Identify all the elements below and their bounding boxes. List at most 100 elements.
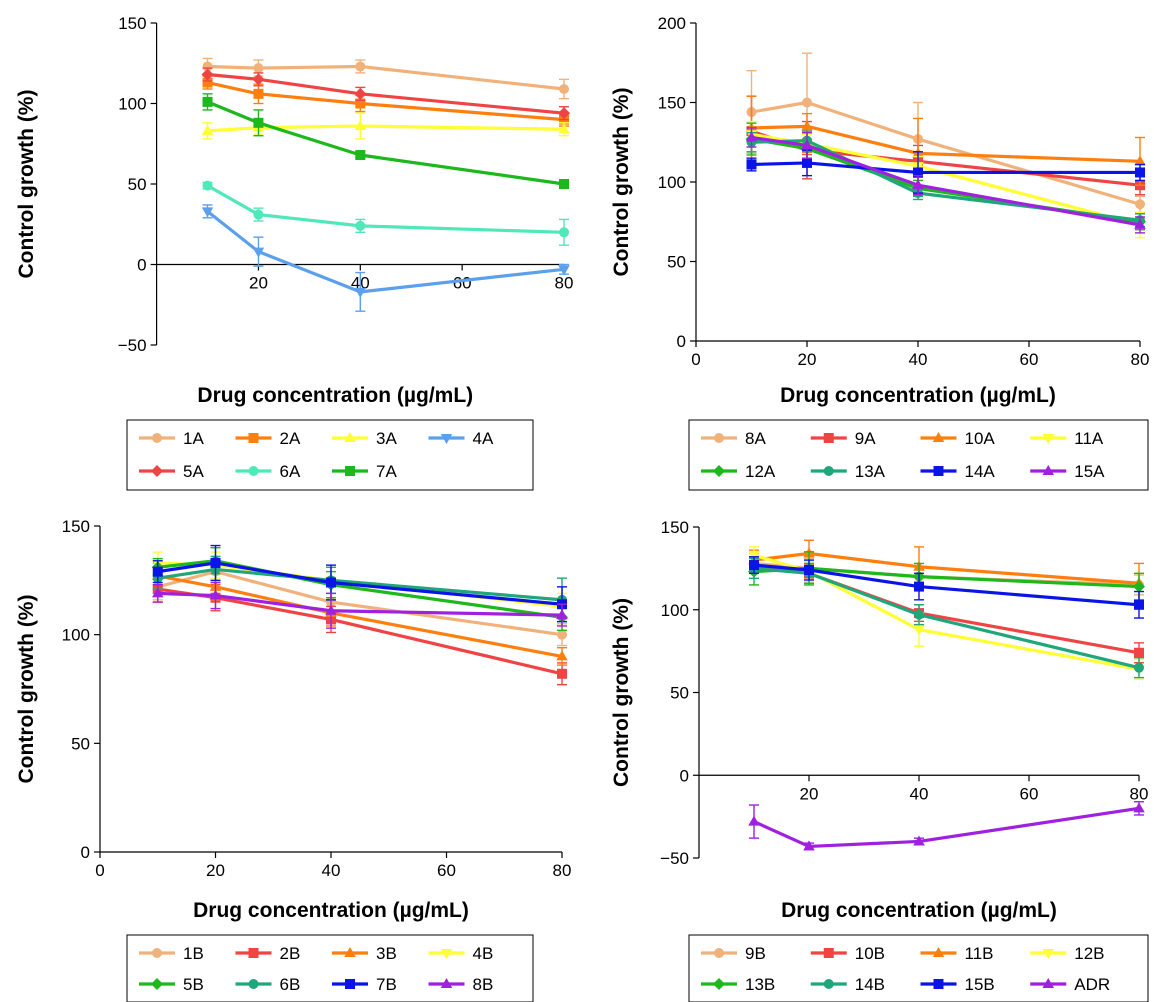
series-line-5A [207, 72, 565, 115]
data-point [745, 131, 758, 142]
y-tick-label: 150 [118, 14, 146, 33]
legend-item-2A: 2A [235, 429, 301, 448]
legend-label: 13A [855, 462, 886, 481]
series-line-6A [206, 184, 565, 234]
data-point [1134, 662, 1144, 673]
data-point [202, 180, 213, 191]
series-line-15A [751, 135, 1141, 227]
series-15B [749, 556, 1144, 619]
legend: 8A 9A 10A 11A 12A 13A 14A 15A [688, 419, 1149, 491]
data-point [1134, 155, 1146, 166]
data-point [913, 167, 923, 178]
legend-swatch-marker [823, 979, 834, 989]
data-point [557, 629, 567, 640]
data-point [1135, 199, 1145, 210]
y-tick-label: 50 [667, 253, 686, 272]
legend: 1B 2B 3B 4B 5B 6B 7B 8B [126, 934, 534, 1002]
data-point [746, 159, 757, 170]
data-point [1135, 167, 1145, 178]
x-tick-label: 60 [1020, 784, 1039, 803]
legend-swatch-marker [151, 465, 163, 477]
legend-box [688, 934, 1149, 1002]
data-point [914, 609, 924, 620]
legend-item-9A: 9A [810, 429, 876, 448]
data-point [201, 68, 214, 81]
data-point [556, 650, 568, 661]
legend-item-7B: 7B [332, 975, 397, 994]
legend-item-13A: 13A [810, 462, 886, 481]
x-axis-label: Drug concentration (µg/mL) [781, 899, 1057, 922]
x-tick-label: 20 [798, 350, 817, 369]
legend-item-10B: 10B [810, 944, 885, 963]
y-axis-label: Control growth (%) [610, 598, 633, 787]
data-point [557, 668, 567, 679]
legend-label: 5A [183, 462, 204, 481]
legend-label: 7B [376, 975, 397, 994]
data-point [912, 179, 924, 190]
legend-item-4A: 4A [428, 429, 494, 448]
data-point [355, 150, 366, 161]
legend-label: 15B [965, 975, 995, 994]
series-line-2A [207, 81, 565, 122]
series-7A [202, 93, 569, 189]
legend-item-14B: 14B [810, 975, 885, 994]
data-point [354, 287, 367, 298]
data-point [559, 179, 569, 189]
legend-swatch-marker [248, 433, 259, 443]
x-axis-label: Drug concentration (µg/mL) [197, 384, 473, 407]
x-tick-label: 20 [206, 861, 225, 880]
series-line-15B [753, 563, 1140, 607]
series-line-3A [207, 124, 565, 133]
series-15A [745, 127, 1146, 234]
series-line-11A [751, 132, 1141, 227]
data-point [252, 73, 265, 86]
data-point [355, 61, 366, 72]
legend-swatch-marker [344, 432, 356, 442]
series-line-4A [206, 210, 565, 294]
legend-item-3B: 3B [332, 944, 397, 963]
legend-box [688, 419, 1149, 491]
series-line-8B [157, 591, 563, 617]
legend-label: 5B [183, 975, 204, 994]
legend-swatch-marker [440, 978, 453, 988]
data-point [804, 565, 814, 576]
legend-item-6B: 6B [235, 975, 300, 994]
series-line-14B [753, 566, 1140, 670]
legend-swatch-marker [152, 433, 162, 443]
legend-label: 14A [965, 462, 996, 481]
x-tick-label: 80 [553, 861, 572, 880]
legend-item-1A: 1A [139, 429, 204, 448]
legend-item-ADR: ADR [1030, 975, 1110, 994]
x-tick-label: 0 [95, 861, 104, 880]
legend-item-7A: 7A [332, 462, 397, 481]
data-point [914, 581, 924, 592]
data-point [558, 265, 570, 276]
legend-label: 8A [745, 429, 766, 448]
legend-label: 12A [745, 462, 776, 481]
data-point [202, 96, 213, 107]
series-line-1A [207, 64, 565, 91]
legend-label: 2B [280, 944, 301, 963]
y-tick-label: 0 [680, 766, 689, 785]
data-point [354, 87, 367, 100]
series-4A [201, 204, 570, 312]
x-axis-label: Drug concentration (µg/mL) [780, 384, 1056, 407]
data-point [202, 61, 213, 72]
data-point [1134, 218, 1146, 229]
data-point [913, 625, 925, 636]
legend-swatch-marker [440, 949, 453, 959]
legend-item-5B: 5B [139, 975, 204, 994]
legend-label: 4B [473, 944, 494, 963]
legend: 9B 10B 11B 12B 13B 14B 15B ADR [688, 934, 1149, 1002]
chart-panel-bottom-left: 0 50 100 150 0 20 40 60 80 Drug concentration (µg… [15, 517, 571, 1002]
legend-label: 10B [855, 944, 885, 963]
data-point [253, 117, 264, 128]
legend-swatch-marker [248, 948, 259, 958]
data-point [201, 124, 214, 135]
y-axis-label: Control growth (%) [15, 90, 38, 279]
data-point [801, 120, 813, 131]
y-tick-label: −50 [660, 849, 689, 868]
series-line-6B [157, 567, 563, 602]
legend-item-12B: 12B [1030, 944, 1105, 963]
y-tick-label: 100 [62, 626, 90, 645]
